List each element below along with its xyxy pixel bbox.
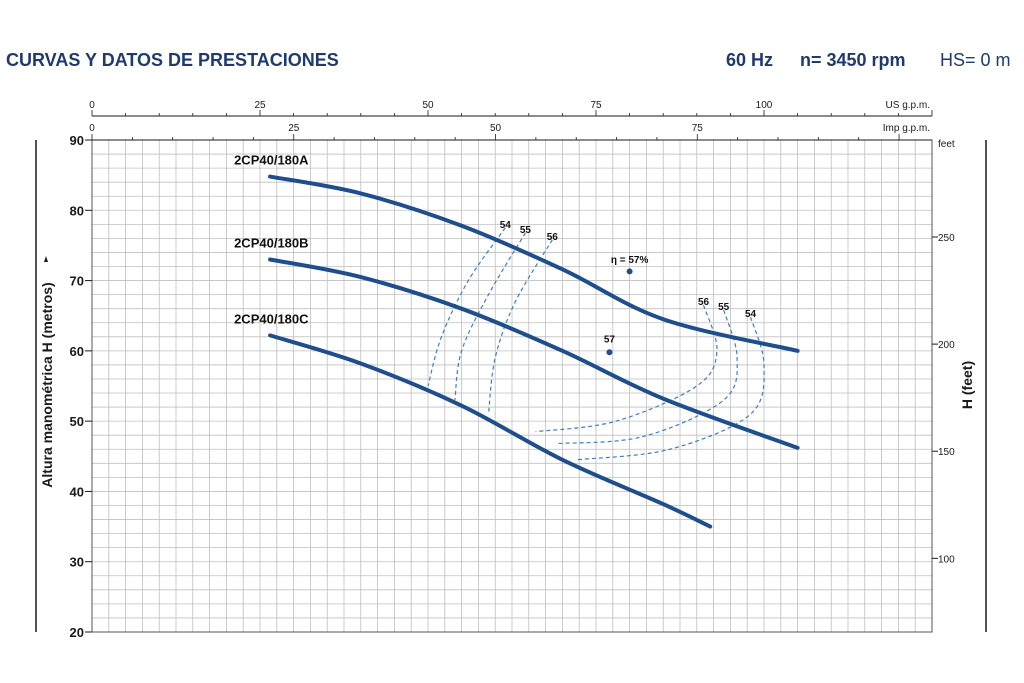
efficiency-iso-curve bbox=[575, 316, 765, 461]
efficiency-iso-curve bbox=[555, 309, 738, 445]
series-label: 2CP40/180B bbox=[234, 235, 308, 250]
page-title: CURVAS Y DATOS DE PRESTACIONES bbox=[6, 50, 339, 70]
y-right-tick-label: 150 bbox=[938, 447, 955, 458]
y-right-tick-label: 250 bbox=[938, 233, 955, 244]
y-tick-label: 40 bbox=[70, 484, 84, 499]
efficiency-label: 55 bbox=[520, 225, 532, 236]
y-tick-label: 80 bbox=[70, 203, 84, 218]
y-axis-right-label: H (feet) bbox=[959, 361, 975, 409]
y-tick-label: 90 bbox=[70, 133, 84, 148]
y-axis-right-unit: feet bbox=[938, 139, 955, 150]
x-axis-top-us-label: US g.p.m. bbox=[886, 100, 930, 111]
x-us-tick-label: 100 bbox=[756, 100, 773, 111]
x-imp-tick-label: 25 bbox=[288, 123, 300, 134]
pump-curve-line bbox=[268, 333, 713, 529]
efficiency-label: 57 bbox=[604, 334, 616, 345]
efficiency-label: 54 bbox=[500, 220, 512, 231]
frequency-label: 60 Hz bbox=[726, 50, 774, 70]
efficiency-point bbox=[606, 349, 613, 356]
pump-curve-line bbox=[268, 174, 800, 353]
x-us-tick-label: 50 bbox=[422, 100, 434, 111]
series-label: 2CP40/180C bbox=[234, 311, 309, 326]
y-tick-label: 20 bbox=[70, 625, 84, 640]
pump-curves bbox=[268, 174, 800, 529]
efficiency-label: η = 57% bbox=[611, 255, 649, 266]
chart-axes: 20 30 40 50 60 70 80 90 100 150 200 250 0 25 50 75 100 0 2… bbox=[35, 100, 987, 640]
y-tick-label: 70 bbox=[70, 274, 84, 289]
efficiency-iso-curve bbox=[535, 304, 718, 433]
y-tick-label: 60 bbox=[70, 344, 84, 359]
chart-labels: 2CP40/180A 2CP40/180B 2CP40/180C 54 55 56 η = … bbox=[234, 153, 757, 356]
x-axis-top-imp-label: Imp g.p.m. bbox=[883, 123, 930, 134]
efficiency-label: 55 bbox=[718, 302, 730, 313]
pump-curve-line bbox=[268, 257, 800, 450]
x-us-tick-label: 75 bbox=[590, 100, 602, 111]
y-axis-label: Altura manométrica H (metros) bbox=[39, 282, 55, 487]
y-right-tick-label: 100 bbox=[938, 554, 955, 565]
efficiency-label: 56 bbox=[547, 232, 559, 243]
chart-grid bbox=[91, 139, 933, 633]
efficiency-label: 56 bbox=[698, 297, 710, 308]
x-us-tick-label: 0 bbox=[89, 100, 95, 111]
x-imp-tick-label: 0 bbox=[89, 123, 95, 134]
x-us-tick-label: 25 bbox=[254, 100, 266, 111]
efficiency-point bbox=[626, 268, 633, 275]
efficiency-iso-curve bbox=[454, 232, 526, 401]
speed-label: n= 3450 rpm bbox=[800, 50, 906, 70]
efficiency-label: 54 bbox=[745, 309, 757, 320]
suction-height-label: HS= 0 m bbox=[940, 50, 1011, 70]
y-right-tick-label: 200 bbox=[938, 340, 955, 351]
series-label: 2CP40/180A bbox=[234, 153, 309, 168]
y-tick-label: 50 bbox=[70, 414, 84, 429]
y-axis-arrow-icon bbox=[44, 256, 48, 262]
efficiency-iso-curve bbox=[487, 239, 553, 415]
x-imp-tick-label: 75 bbox=[692, 123, 704, 134]
x-imp-tick-label: 50 bbox=[490, 123, 502, 134]
y-tick-label: 30 bbox=[70, 555, 84, 570]
